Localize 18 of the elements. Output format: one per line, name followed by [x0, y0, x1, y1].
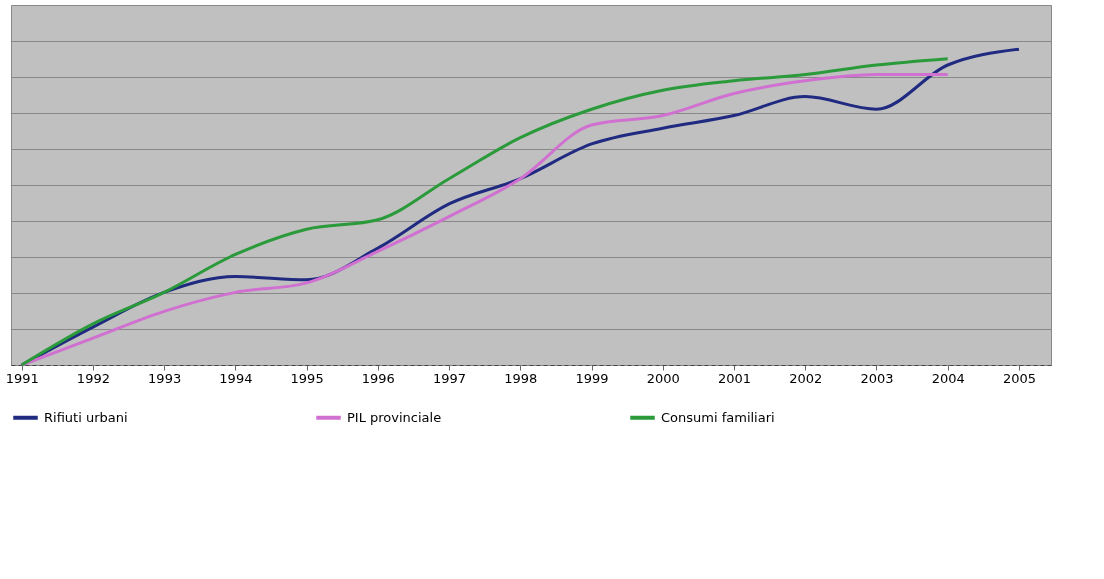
x-tick-label: 1999	[575, 370, 609, 386]
x-tick-label: 1998	[504, 370, 538, 386]
x-tick-label: 2002	[789, 370, 823, 386]
x-tick-label: 2001	[717, 370, 752, 386]
x-tick-label: 1991	[5, 370, 39, 386]
x-tick-label: 1995	[290, 370, 324, 386]
x-tick-label: 1994	[219, 370, 253, 386]
x-tick-label: 1997	[433, 370, 467, 386]
x-tick-label: 2005	[1002, 370, 1036, 386]
legend-label: Consumi familiari	[661, 409, 775, 425]
legend-label: Rifiuti urbani	[44, 409, 128, 425]
x-tick-label: 1993	[148, 370, 182, 386]
x-tick-label: 2003	[860, 370, 894, 386]
x-tick-label: 1992	[76, 370, 110, 386]
x-tick-label: 2004	[931, 370, 965, 386]
legend-label: PIL provinciale	[347, 409, 442, 425]
x-tick-label: 1996	[361, 370, 395, 386]
x-tick-label: 2000	[646, 370, 680, 386]
